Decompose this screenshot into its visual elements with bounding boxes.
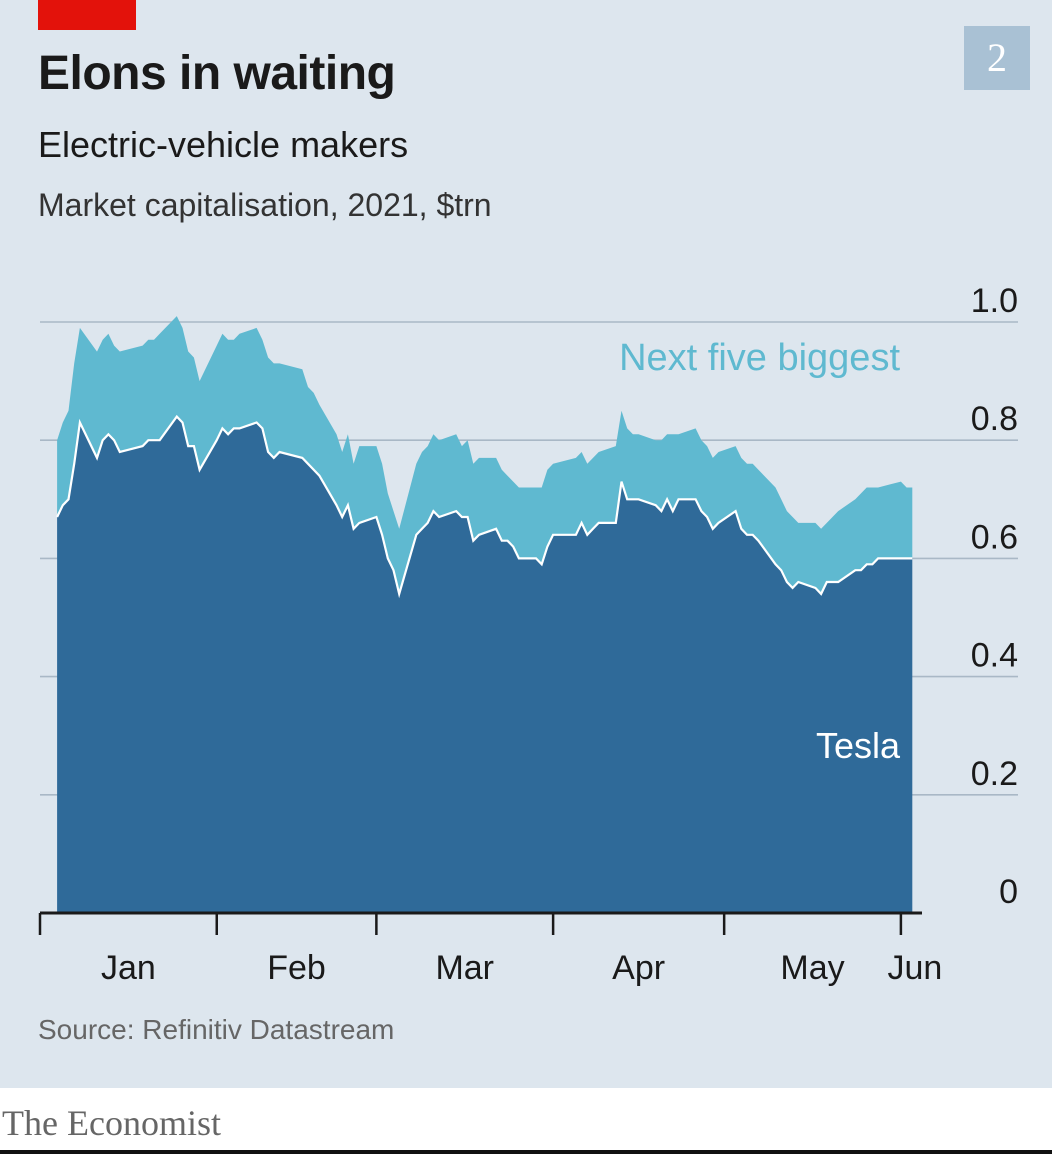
chart-subtitle: Electric-vehicle makers [38,124,409,165]
series-area-next-five-biggest [57,316,913,594]
brand-red-tab [38,0,136,30]
series-label-next-five-biggest: Next five biggest [619,337,900,379]
chart-number-badge: 2 [964,26,1030,90]
y-tick-label: 0.4 [971,637,1018,675]
area-chart: 0 0.2 0.4 0.6 0.8 1.0 Jan Feb Mar Apr May Jun Next… [38,282,1018,987]
series-boundary-line [56,414,913,599]
y-tick-label: 0 [999,873,1018,911]
y-tick-label: 0.6 [971,518,1018,556]
x-axis: Jan Feb Mar Apr May Jun [38,911,942,987]
y-tick-label: 0.8 [971,400,1018,438]
footer-rule [0,1150,1052,1154]
x-tick-label: Jun [887,949,942,987]
y-tick-label: 1.0 [971,282,1018,320]
series-label-tesla: Tesla [816,725,901,766]
x-tick-label: Feb [267,949,326,987]
x-tick-label: Apr [612,949,665,987]
x-tick-label: Jan [101,949,156,987]
x-tick-label: Mar [435,949,494,987]
publisher-brand: The Economist [2,1103,221,1143]
y-axis-ticks: 0 0.2 0.4 0.6 0.8 1.0 [971,282,1018,911]
series-area-tesla [57,416,913,913]
source-note: Source: Refinitiv Datastream [38,1014,395,1045]
chart-title: Elons in waiting [38,47,396,100]
x-tick-label: May [780,949,844,987]
y-tick-label: 0.2 [971,755,1018,793]
chart-unit-note: Market capitalisation, 2021, $trn [38,187,492,223]
footer-bar [0,1088,1052,1156]
